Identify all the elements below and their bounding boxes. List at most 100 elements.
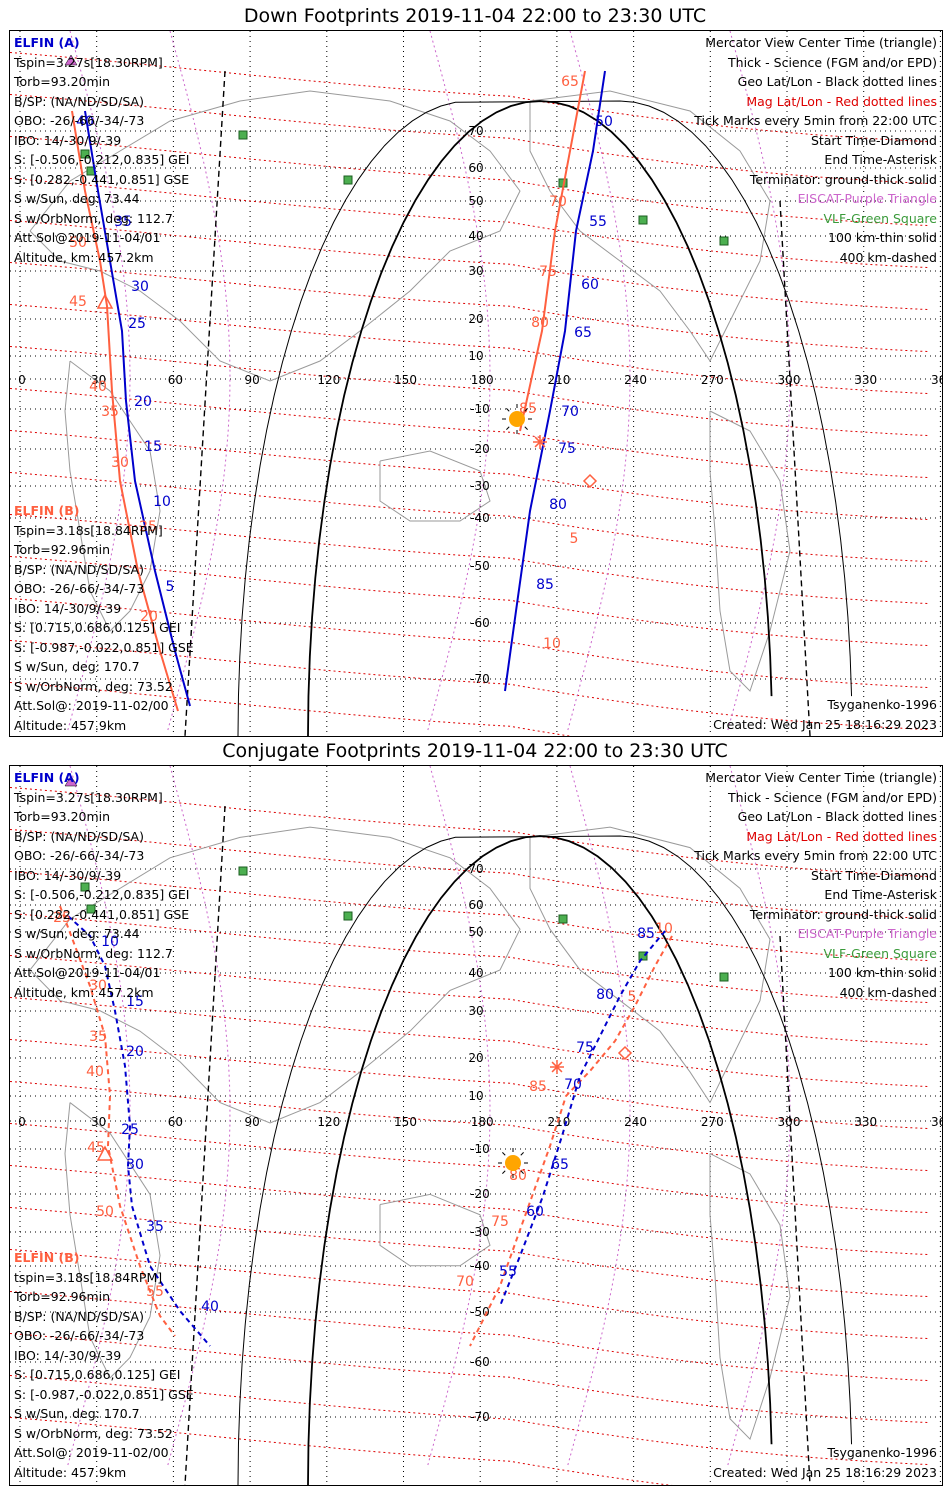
- created-label: Created: Wed Jan 25 18:16:29 2023: [713, 717, 937, 732]
- elfin-a-tick-label: 35: [146, 1219, 164, 1235]
- elfin-b-tick-label: 50: [69, 235, 87, 251]
- lon-tick-label: 300: [778, 1115, 801, 1129]
- elfin-a-line: S: [-0.506,-0.212,0.835] GEI: [14, 887, 190, 902]
- terminator-400km-left: [184, 70, 226, 736]
- coastline: [29, 90, 521, 382]
- elfin-a-tick-label: 20: [134, 394, 152, 410]
- legend-line: Mercator View Center Time (triangle): [705, 770, 937, 785]
- legend-line: End Time-Asterisk: [824, 152, 937, 167]
- elfin-b-info: ELFIN (B) Tspin=3.18s[18.84RPM] Torb=92.…: [14, 501, 194, 735]
- elfin-b-line: S w/OrbNorm, deg: 73.52: [14, 1425, 173, 1441]
- mag-lat-line: [10, 954, 931, 1046]
- mag-lat-line: [10, 135, 931, 227]
- terminator-400km-left: [184, 805, 226, 1485]
- elfin-a-tick-label: 40: [76, 114, 94, 130]
- elfin-b-track: [519, 70, 586, 432]
- mag-lat-line: [10, 219, 931, 311]
- end-asterisk-icon: [534, 436, 546, 448]
- elfin-b-line: Torb=92.96min: [14, 1289, 111, 1304]
- elfin-a-tick-label: 30: [131, 279, 149, 295]
- elfin-a-line: B/SP: (NA/ND/SD/SA): [14, 93, 144, 109]
- sun-ray: [520, 1152, 524, 1156]
- elfin-a-line: S w/OrbNorm, deg: 112.7: [14, 945, 173, 961]
- elfin-a-tick-label: 75: [576, 1040, 594, 1056]
- mag-lat-line: [10, 681, 573, 736]
- mag-lat-line: [10, 387, 931, 479]
- start-diamond-icon: [582, 473, 598, 489]
- eiscat-triangle-icon: [64, 775, 78, 787]
- lon-tick-label: 60: [168, 1115, 183, 1129]
- model-label: Tsyganenko-1996: [827, 697, 937, 712]
- lat-tick-label: 30: [468, 1004, 483, 1018]
- elfin-b-tick-label: 50: [96, 1204, 114, 1220]
- coastline: [379, 450, 491, 522]
- coastline: [64, 360, 161, 632]
- elfin-b-info: ELFIN (B) tspin=3.18s[18.84RPM] Torb=92.…: [14, 1248, 194, 1482]
- lon-tick-label: 300: [778, 373, 801, 387]
- mag-lat-line: [10, 177, 931, 269]
- lon-tick-label: 330: [854, 373, 877, 387]
- mag-lat-line: [10, 912, 931, 1004]
- lat-tick-label: 60: [468, 161, 483, 175]
- elfin-b-tick-label: 40: [86, 1064, 104, 1080]
- sun-icon: [505, 1155, 521, 1171]
- legend-line: Tick Marks every 5min from 22:00 UTC: [694, 113, 937, 128]
- elfin-a-tick-label: 70: [564, 1077, 582, 1093]
- lat-tick-label: -30: [470, 1225, 490, 1239]
- lon-tick-label: 150: [394, 373, 417, 387]
- elfin-b-header: ELFIN (B): [14, 1250, 80, 1265]
- elfin-b-tick-label: 85: [529, 1079, 547, 1095]
- elfin-a-line: S: [0.282,-0.441,0.851] GSE: [14, 906, 190, 922]
- panel-title-down: Down Footprints 2019-11-04 22:00 to 23:3…: [243, 5, 707, 27]
- lat-tick-label: -60: [470, 1355, 490, 1369]
- elfin-a-tick-label: 30: [126, 1157, 144, 1173]
- elfin-b-tick-label: 45: [87, 1140, 105, 1156]
- mag-lat-line: [10, 1080, 931, 1172]
- lat-tick-label: 20: [468, 312, 483, 326]
- lat-tick-label: 10: [468, 1089, 483, 1103]
- mag-lat-line: [10, 870, 931, 962]
- created-label: Created: Wed Jan 25 18:16:29 2023: [713, 1465, 937, 1480]
- mag-lon-line: [167, 766, 231, 1467]
- legend-mag-line: Mag Lat/Lon - Red dotted lines: [746, 828, 937, 844]
- legend-line: Geo Lat/Lon - Black dotted lines: [737, 74, 937, 89]
- elfin-a-line: Torb=93.20min: [14, 809, 111, 824]
- elfin-b-tick-label: 35: [89, 1029, 107, 1045]
- vlf-station-square: [86, 904, 96, 914]
- conjugate-footprints-map: 0306090120150180210240270300330360706050…: [9, 765, 943, 1486]
- elfin-b-line: Tspin=3.18s[18.84RPM]: [14, 522, 163, 538]
- elfin-b-line: IBO: 14/-30/9/-39: [14, 1347, 122, 1363]
- legend-line: 400 km-dashed: [839, 984, 937, 1000]
- elfin-a-line: IBO: 14/-30/9/-39: [14, 867, 122, 883]
- elfin-b-line: OBO: -26/-66/-34/-73: [14, 1328, 145, 1343]
- legend: Mercator View Center Time (triangle) Thi…: [694, 768, 937, 1002]
- sun-icon: [509, 411, 525, 427]
- mag-lat-line: [10, 786, 931, 878]
- legend-line: Tick Marks every 5min from 22:00 UTC: [694, 848, 937, 863]
- elfin-b-line: tspin=3.18s[18.84RPM]: [14, 1269, 163, 1285]
- lon-tick-label: 30: [91, 373, 106, 387]
- lon-tick-label: 360: [931, 373, 942, 387]
- terminator-400km-right: [779, 935, 811, 1485]
- elfin-b-line: Att.Sol@: 2019-11-02/00: [14, 698, 169, 713]
- legend-line: Start Time-Diamond: [810, 867, 937, 883]
- legend-line: 100 km-thin solid: [828, 965, 937, 980]
- elfin-a-track: [67, 915, 211, 1347]
- lat-tick-label: -40: [470, 1259, 490, 1273]
- legend-vlf-line: VLF-Green Square: [823, 210, 937, 226]
- elfin-b-line: S: [0.715,0.686,0.125] GEI: [14, 1367, 181, 1382]
- elfin-a-tick-label: 65: [551, 1157, 569, 1173]
- lon-tick-label: 0: [18, 373, 26, 387]
- sun-ray: [506, 426, 510, 430]
- elfin-a-tick-label: 15: [126, 994, 144, 1010]
- elfin-b-line: S w/OrbNorm, deg: 73.52: [14, 678, 173, 694]
- elfin-a-tick-label: 5: [166, 579, 175, 595]
- legend-line: Terminator: ground-thick solid: [749, 171, 937, 187]
- mag-lat-line: [10, 51, 931, 143]
- mag-lat-line: [10, 1332, 931, 1424]
- elfin-b-tick-label: 30: [111, 455, 129, 471]
- elfin-b-track: [469, 935, 673, 1347]
- lon-tick-label: 330: [854, 1115, 877, 1129]
- elfin-b-tick-label: 85: [519, 401, 537, 417]
- lat-tick-label: -50: [470, 559, 490, 573]
